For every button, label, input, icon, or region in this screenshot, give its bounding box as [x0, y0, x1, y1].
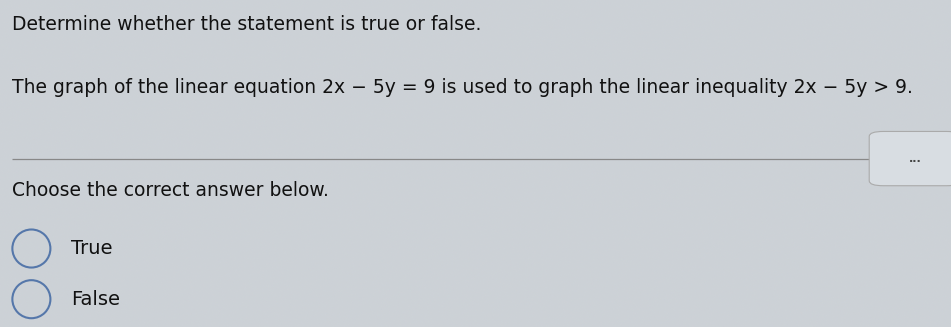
Text: False: False	[71, 290, 121, 309]
Text: The graph of the linear equation 2x − 5y = 9 is used to graph the linear inequal: The graph of the linear equation 2x − 5y…	[12, 78, 913, 97]
Text: Determine whether the statement is true or false.: Determine whether the statement is true …	[12, 15, 482, 34]
FancyBboxPatch shape	[869, 131, 951, 186]
Text: ...: ...	[908, 154, 922, 164]
Text: Choose the correct answer below.: Choose the correct answer below.	[12, 181, 329, 200]
Text: True: True	[71, 239, 113, 258]
